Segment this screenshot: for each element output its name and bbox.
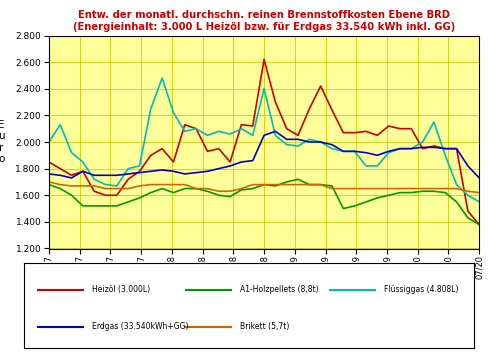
- Title: Entw. der monatl. durchschn. reinen Brennstoffkosten Ebene BRD
(Energieinhalt: 3: Entw. der monatl. durchschn. reinen Bren…: [73, 10, 454, 32]
- Text: Erdgas (33.540kWh+GG): Erdgas (33.540kWh+GG): [92, 322, 188, 331]
- Y-axis label: E
u
r
o: E u r o: [0, 120, 5, 164]
- Text: A1-Holzpellets (8,8t): A1-Holzpellets (8,8t): [240, 285, 318, 294]
- Text: Brikett (5,7t): Brikett (5,7t): [240, 322, 289, 331]
- Text: Heizöl (3.000L): Heizöl (3.000L): [92, 285, 150, 294]
- Text: Flüssiggas (4.808L): Flüssiggas (4.808L): [384, 285, 458, 294]
